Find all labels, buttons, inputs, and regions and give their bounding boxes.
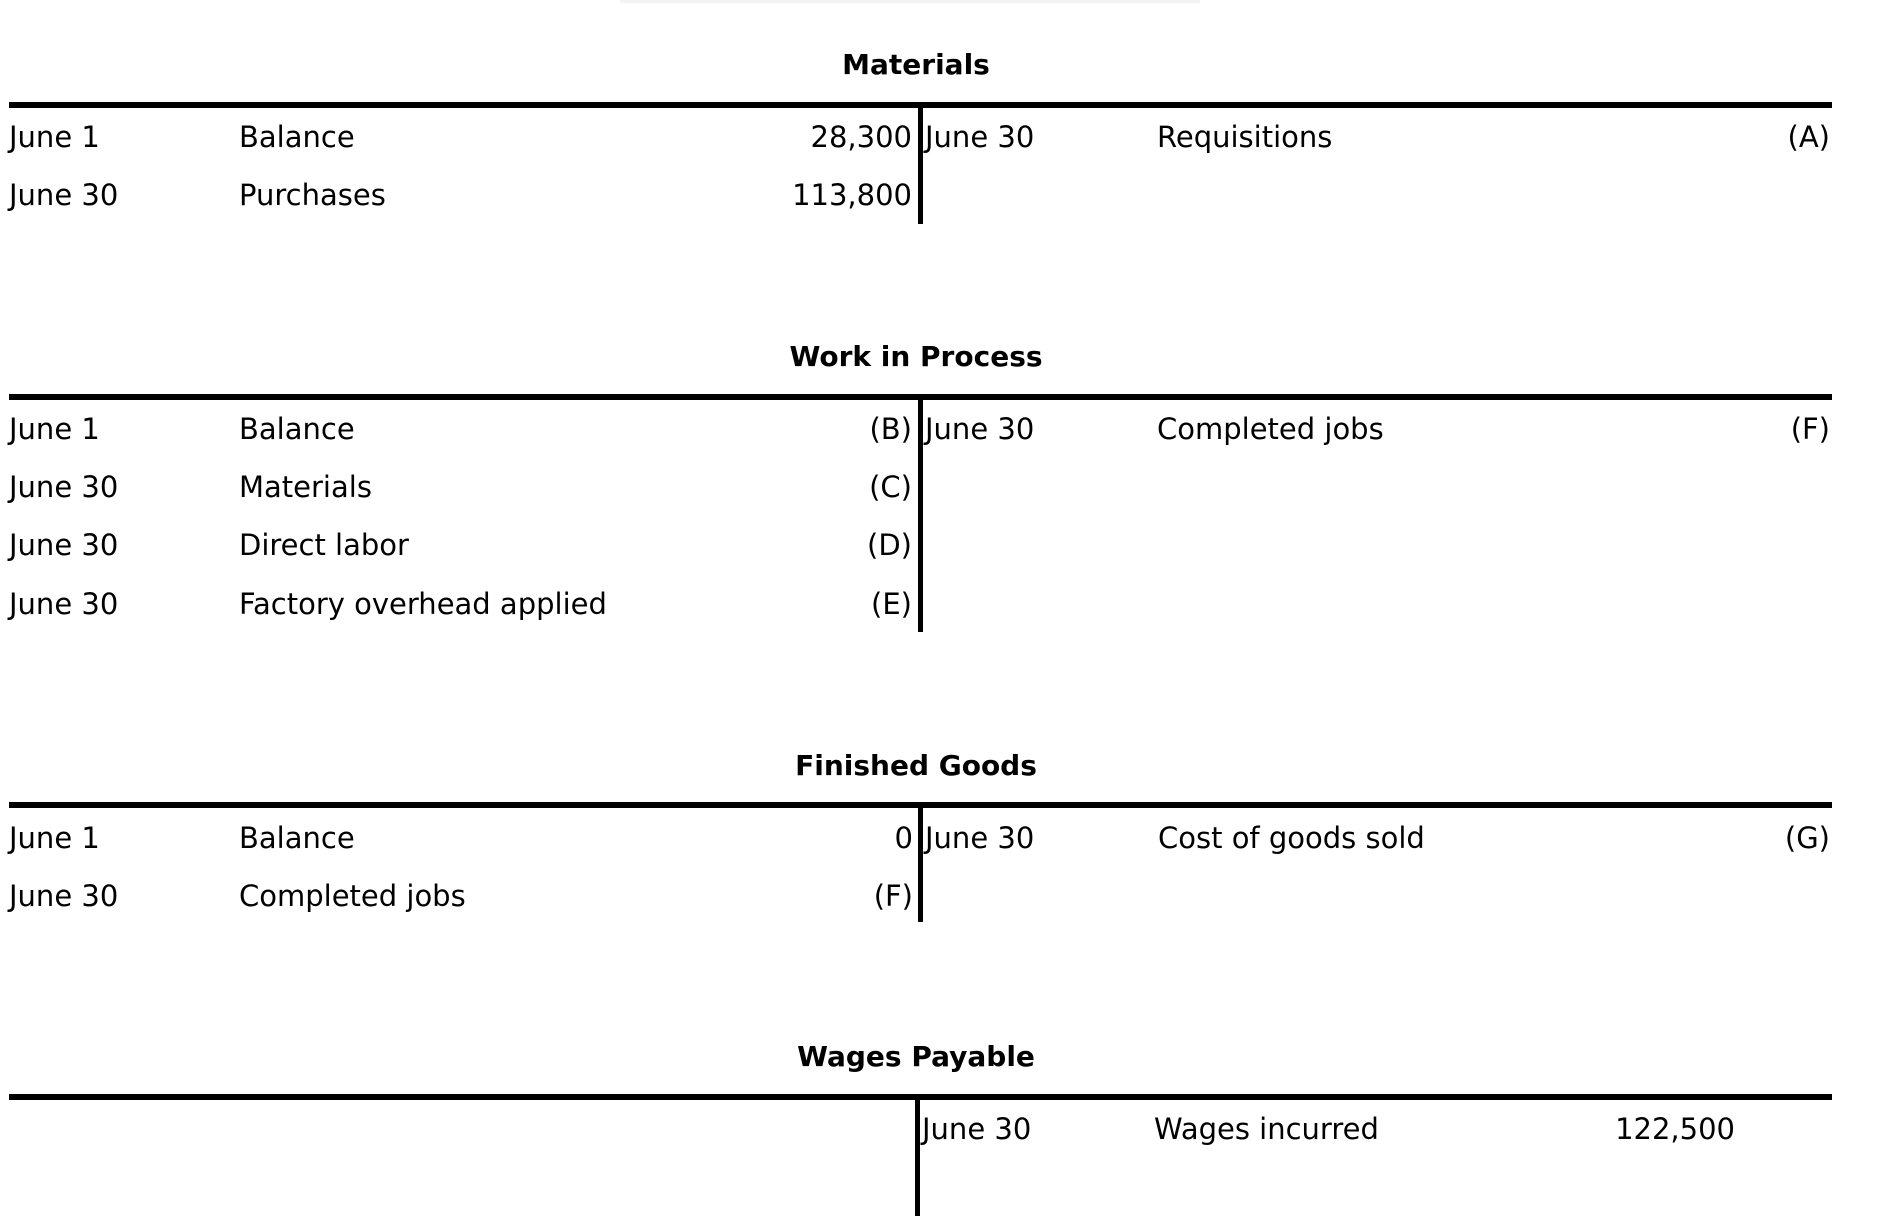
entry-description: Balance (239, 821, 355, 855)
entry-amount: 122,500 (1615, 1112, 1735, 1146)
entry-date: June 30 (925, 120, 1035, 154)
entry-date: June 1 (9, 412, 100, 446)
t-account-divider (918, 104, 923, 224)
entry-description: Wages incurred (1154, 1112, 1379, 1146)
account-title: Wages Payable (797, 1040, 1035, 1073)
entry-date: June 30 (925, 821, 1035, 855)
t-account-top-line (9, 1094, 1832, 1100)
entry-description: Materials (239, 470, 372, 504)
entry-description: Balance (239, 120, 355, 154)
t-account-divider (918, 396, 923, 632)
entry-date: June 1 (9, 821, 100, 855)
entry-date: June 30 (922, 1112, 1032, 1146)
entry-date: June 30 (9, 470, 119, 504)
entry-amount: (F) (873, 879, 913, 913)
entry-amount: (C) (869, 470, 912, 504)
entry-date: June 30 (9, 587, 119, 621)
entry-amount: 28,300 (810, 120, 912, 154)
entry-date: June 30 (925, 412, 1035, 446)
entry-amount: 0 (894, 821, 913, 855)
entry-description: Purchases (239, 178, 386, 212)
entry-description: Cost of goods sold (1158, 821, 1425, 855)
entry-amount: 113,800 (792, 178, 912, 212)
entry-amount: (A) (1787, 120, 1830, 154)
account-title: Work in Process (789, 340, 1043, 373)
entry-date: June 30 (9, 879, 119, 913)
top-edge-shade (620, 0, 1200, 3)
entry-description: Completed jobs (239, 879, 466, 913)
entry-amount: (G) (1784, 821, 1830, 855)
account-title: Finished Goods (795, 749, 1037, 782)
entry-date: June 30 (9, 528, 119, 562)
entry-description: Requisitions (1157, 120, 1333, 154)
entry-description: Factory overhead applied (239, 587, 607, 621)
entry-amount: (E) (871, 587, 912, 621)
t-account-divider (918, 804, 923, 922)
entry-amount: (B) (869, 412, 912, 446)
entry-description: Direct labor (239, 528, 409, 562)
entry-date: June 1 (9, 120, 100, 154)
t-account-divider (915, 1096, 920, 1216)
entry-description: Balance (239, 412, 355, 446)
entry-amount: (F) (1790, 412, 1830, 446)
account-title: Materials (842, 48, 990, 81)
entry-description: Completed jobs (1157, 412, 1384, 446)
entry-date: June 30 (9, 178, 119, 212)
entry-amount: (D) (867, 528, 912, 562)
